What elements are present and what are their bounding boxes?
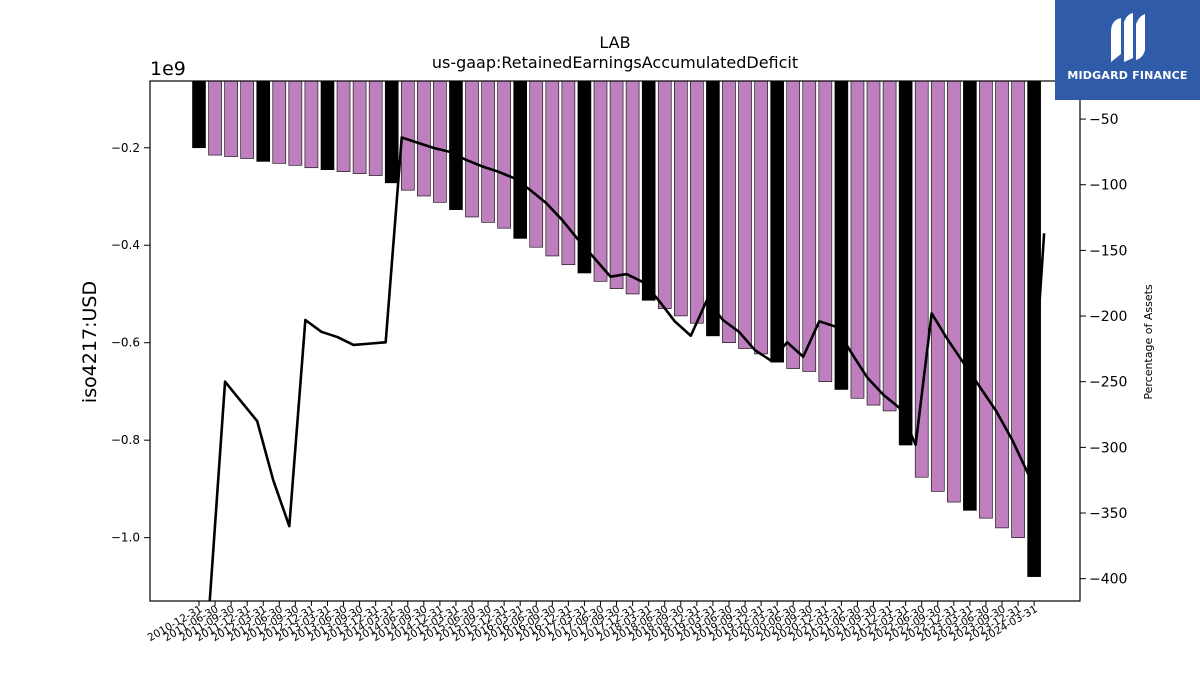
line-series (208, 136, 1046, 601)
bar (609, 80, 624, 289)
bar (272, 80, 287, 164)
y-multiplier-label: 1e9 (150, 58, 186, 80)
bar (240, 80, 254, 159)
bar (882, 80, 897, 412)
bar (208, 80, 222, 156)
plot-frame (149, 80, 1081, 602)
bar (465, 80, 479, 218)
bar (192, 80, 206, 149)
y2-tick-label: −50 (1089, 112, 1119, 128)
bar (770, 80, 784, 363)
bar (529, 80, 544, 248)
bar (433, 80, 447, 203)
bar (738, 80, 752, 349)
bar (786, 80, 801, 369)
bar (561, 80, 576, 266)
bar (690, 80, 704, 324)
y2-tick-label: −200 (1089, 309, 1127, 325)
bar (722, 80, 736, 344)
y-tick-label: −0.8 (111, 433, 140, 447)
bar (368, 80, 383, 176)
y-tick-label: −0.4 (111, 238, 140, 252)
bar (673, 80, 688, 317)
bar (256, 80, 271, 162)
bar (625, 80, 640, 295)
bar (995, 80, 1009, 529)
y2-tick-label: −150 (1089, 243, 1127, 259)
bar (947, 80, 961, 503)
bar (850, 80, 865, 399)
bar (384, 80, 399, 184)
bar (802, 80, 817, 372)
bar (1011, 80, 1025, 538)
y-axis-label: iso4217:USD (79, 281, 101, 403)
bar (641, 80, 656, 301)
bar (320, 80, 335, 170)
x-axis-ticks: 2010-12-312011-06-302011-09-302011-12-31… (146, 601, 1040, 644)
bar (593, 80, 608, 282)
y-axis-ticks: −0.2 −0.4 −0.6 −0.8 −1.0 (111, 141, 150, 545)
y-tick-label: −1.0 (111, 531, 140, 545)
y2-tick-label: −250 (1089, 375, 1127, 391)
midgard-logo-icon (1111, 13, 1145, 62)
bar (866, 80, 881, 406)
bar (481, 80, 495, 223)
bar (657, 80, 672, 309)
y2-axis-ticks: −50 −100 −150 −200 −250 −300 −350 −400 (1080, 112, 1127, 588)
bar (963, 80, 977, 511)
y2-tick-label: −350 (1089, 506, 1127, 522)
bar (497, 80, 511, 229)
bar (304, 80, 319, 169)
bar (898, 80, 913, 446)
bar (577, 80, 592, 274)
bar (818, 80, 833, 382)
brand-name: MIDGARD FINANCE (1067, 69, 1188, 82)
bar (754, 80, 768, 355)
bar-series (192, 80, 1041, 577)
bar (336, 80, 351, 172)
brand-logo: MIDGARD FINANCE (1055, 0, 1200, 100)
bar (288, 80, 303, 166)
chart-title: LAB (599, 33, 630, 52)
y2-tick-label: −400 (1089, 572, 1127, 588)
bar (417, 80, 431, 197)
chart-subtitle: us-gaap:RetainedEarningsAccumulatedDefic… (432, 53, 798, 72)
bar (400, 80, 415, 191)
y2-tick-label: −100 (1089, 178, 1127, 194)
bar (545, 80, 560, 257)
bar (224, 80, 238, 157)
bar (352, 80, 367, 174)
bar (513, 80, 528, 239)
y2-axis-label: Percentage of Assets (1142, 284, 1155, 400)
bar (979, 80, 993, 519)
bar (706, 80, 720, 337)
y2-tick-label: −300 (1089, 440, 1127, 456)
bar (930, 80, 945, 492)
y-tick-label: −0.2 (111, 141, 140, 155)
line-path (208, 136, 1046, 601)
y-tick-label: −0.6 (111, 336, 140, 350)
bar (449, 80, 463, 210)
bar (914, 80, 929, 478)
